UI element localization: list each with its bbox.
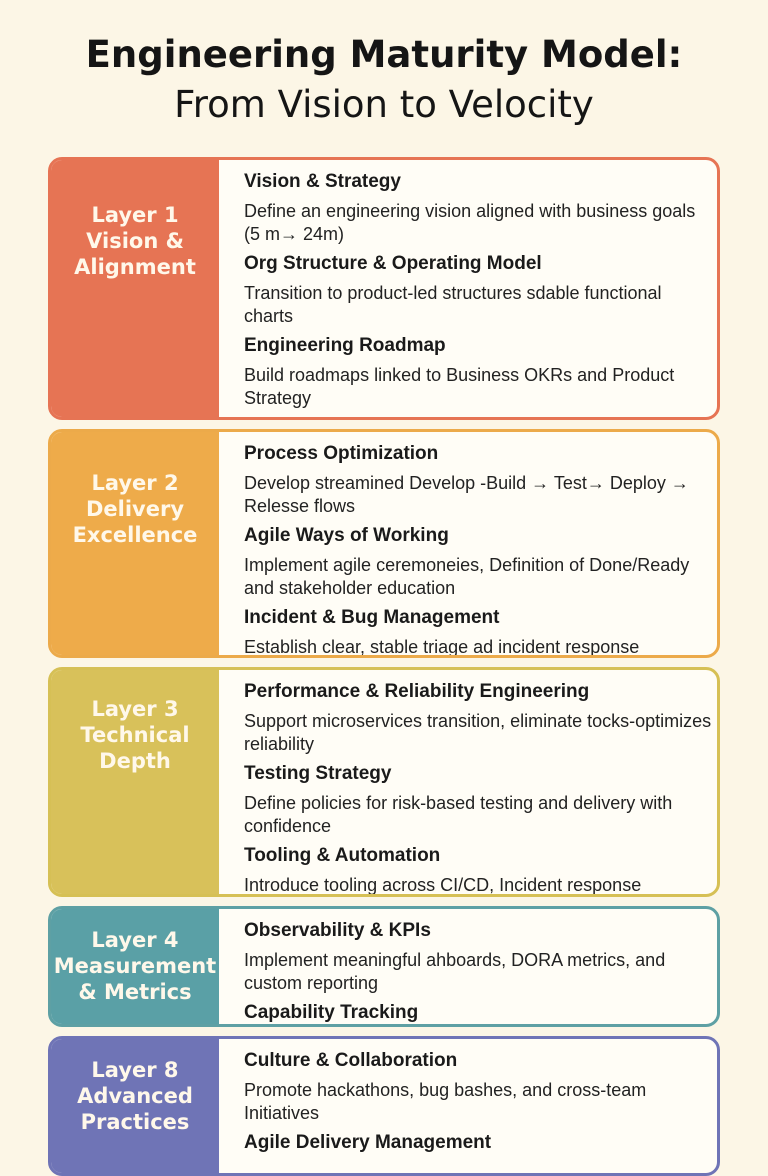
item-description: Define policies for risk-based testing a… [244, 793, 673, 836]
layer-items: Performance & Reliability Engineering Su… [244, 680, 713, 895]
layer-tab: Layer 4 Measurement & Metrics [51, 909, 219, 1024]
item-description: Implement agile ceremoneies, Definition … [244, 555, 690, 598]
layer-label: Layer 4 Measurement & Metrics [53, 928, 217, 1004]
item-description: Introduce tooling across CI/CD, Incident… [244, 875, 642, 895]
item-heading: Culture & Collaboration [244, 1050, 458, 1071]
layer-items: Culture & Collaboration Promote hackatho… [244, 1049, 713, 1155]
item-heading: Performance & Reliability Engineering [244, 681, 590, 702]
layer-tab: Layer 1 Vision & Alignment [51, 160, 219, 417]
layer-tab: Layer 8 Advanced Practices [51, 1039, 219, 1173]
item-heading: Testing Strategy [244, 763, 392, 784]
layer-label: Layer 2 Delivery Excellence [72, 471, 198, 547]
layer-card-3: Layer 3 Technical Depth Performance & Re… [48, 667, 720, 897]
item-description: Transition to product-led structures sda… [244, 283, 662, 326]
item-heading: Process Optimization [244, 443, 439, 464]
item-heading: Engineering Roadmap [244, 335, 446, 356]
layer-tab: Layer 3 Technical Depth [51, 670, 219, 894]
item-description: Support microservices transition, elimin… [244, 711, 712, 754]
item-heading: Incident & Bug Management [244, 607, 500, 628]
layer-items: Vision & Strategy Define an engineering … [244, 170, 713, 416]
layer-label: Layer 1 Vision & Alignment [74, 203, 196, 279]
item-heading: Observability & KPIs [244, 920, 431, 941]
layer-card-4: Layer 4 Measurement & Metrics Observabil… [48, 906, 720, 1027]
item-description: Establish clear, stable triage ad incide… [244, 637, 640, 657]
layer-tab: Layer 2 Delivery Excellence [51, 432, 219, 655]
item-heading: Agile Ways of Working [244, 525, 449, 546]
item-heading: Org Structure & Operating Model [244, 253, 542, 274]
layer-label: Layer 8 Advanced Practices [77, 1058, 193, 1134]
layer-card-5: Layer 8 Advanced Practices Culture & Col… [48, 1036, 720, 1176]
item-heading: Vision & Strategy [244, 171, 401, 192]
item-description: Implement meaningful ahboards, DORA metr… [244, 950, 666, 993]
item-description: Develop streamined Develop -Build → Test… [244, 473, 689, 516]
layer-card-1: Layer 1 Vision & Alignment Vision & Stra… [48, 157, 720, 420]
item-description: Build roadmaps linked to Business OKRs a… [244, 365, 675, 408]
item-heading: Tooling & Automation [244, 845, 441, 866]
page-title: Engineering Maturity Model: From Vision … [0, 30, 768, 130]
layer-items: Observability & KPIs Implement meaningfu… [244, 919, 713, 1024]
title-line-1: Engineering Maturity Model: [85, 33, 683, 76]
title-line-2: From Vision to Velocity [174, 83, 594, 126]
item-heading: Agile Delivery Management [244, 1132, 492, 1153]
item-description: Define an engineering vision aligned wit… [244, 201, 696, 244]
layer-card-2: Layer 2 Delivery Excellence Process Opti… [48, 429, 720, 658]
layer-label: Layer 3 Technical Depth [80, 697, 190, 773]
item-heading: Capability Tracking [244, 1002, 419, 1023]
item-description: Promote hackathons, bug bashes, and cros… [244, 1080, 647, 1123]
layer-items: Process Optimization Develop streamined … [244, 442, 713, 657]
